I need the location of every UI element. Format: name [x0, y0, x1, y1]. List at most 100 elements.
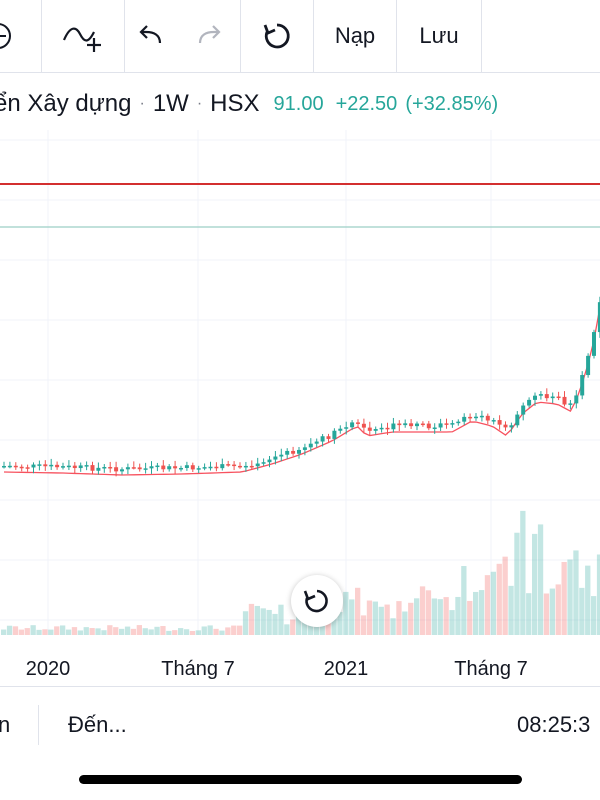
bottom-bar: n Đến... 08:25:3	[0, 700, 600, 755]
volume-bar	[219, 630, 225, 635]
refresh-icon[interactable]	[241, 0, 313, 72]
volume-bar	[18, 629, 24, 635]
last-price: 91.00	[273, 92, 324, 115]
candle	[279, 454, 284, 457]
volume-bar	[467, 600, 473, 635]
candle	[243, 465, 248, 468]
candle	[580, 375, 585, 396]
volume-bar	[95, 628, 101, 635]
volume-bar	[189, 630, 196, 635]
candle	[2, 465, 6, 468]
volume-bar	[455, 596, 461, 635]
candle	[155, 465, 160, 468]
volume-bar	[526, 593, 532, 635]
volume-bar	[178, 628, 184, 635]
candle	[84, 465, 89, 467]
candle	[521, 405, 526, 415]
candle	[320, 436, 325, 442]
volume-bar	[248, 603, 255, 635]
volume-bar	[431, 598, 437, 635]
volume-bar	[520, 510, 526, 635]
candle	[19, 466, 24, 469]
candle	[367, 427, 372, 431]
candle	[350, 422, 355, 428]
volume-bar	[12, 626, 19, 635]
volume-bar	[148, 629, 154, 635]
time-axis-divider	[0, 686, 600, 687]
candle	[255, 463, 260, 467]
candle	[308, 443, 313, 448]
candle	[161, 465, 166, 470]
candle	[326, 436, 331, 439]
home-indicator	[79, 775, 522, 784]
candle	[167, 466, 172, 470]
candle	[72, 465, 77, 469]
x-tick-label: Tháng 7	[161, 658, 234, 680]
redo-icon[interactable]	[180, 0, 238, 72]
volume-bar	[360, 615, 367, 635]
candle	[61, 466, 65, 468]
volume-bar	[272, 613, 278, 635]
symbol-name[interactable]: ển Xây dựng	[0, 90, 132, 117]
volume-bar	[119, 628, 125, 635]
interval-label[interactable]: 1W	[152, 90, 189, 117]
volume-bar	[343, 591, 349, 635]
volume-bar	[160, 626, 166, 635]
save-button[interactable]: Lưu	[397, 0, 481, 72]
volume-bar	[337, 611, 343, 635]
candle	[597, 302, 600, 333]
volume-bar	[419, 586, 426, 635]
compare-icon[interactable]	[0, 0, 40, 72]
exchange-label: HSX	[210, 90, 260, 117]
undo-icon[interactable]	[125, 0, 177, 72]
volume-bar	[213, 628, 219, 635]
x-tick-label: Tháng 7	[454, 658, 527, 680]
volume-bar	[449, 610, 455, 635]
candle	[474, 416, 478, 419]
candle	[102, 466, 107, 469]
candle	[96, 467, 101, 471]
indicators-add-icon[interactable]	[42, 0, 124, 72]
volume-bar	[496, 563, 502, 635]
volume-bar	[514, 532, 520, 635]
goto-date-button[interactable]: Đến...	[68, 712, 127, 737]
candle	[468, 416, 473, 419]
candle	[196, 468, 201, 470]
symbol-legend: ển Xây dựng · 1W · HSX 91.00 +22.50 (+32…	[0, 80, 600, 128]
volume-bar	[166, 630, 172, 635]
volume-bar	[231, 625, 237, 635]
candle	[515, 414, 520, 426]
volume-bar	[172, 630, 178, 635]
load-label: Nạp	[334, 23, 376, 48]
date-range-button[interactable]: n	[0, 712, 11, 737]
candle	[432, 427, 437, 430]
volume-bar	[1, 629, 7, 635]
candle	[37, 464, 42, 466]
moving-average-line	[3, 307, 600, 476]
volume-bar	[124, 626, 131, 635]
candle	[214, 466, 219, 469]
top-toolbar: Nạp Lưu	[0, 0, 600, 72]
candle	[190, 465, 195, 470]
volume-bar	[461, 566, 467, 635]
volume-bar	[77, 630, 83, 635]
volume-bar	[65, 629, 72, 635]
volume-bar	[183, 629, 190, 635]
candle	[202, 467, 207, 469]
price-chart[interactable]: 2020 Tháng 7 2021 Tháng 7	[0, 130, 600, 685]
volume-bar	[508, 585, 514, 635]
volume-bar	[83, 627, 89, 635]
volume-bar	[384, 604, 390, 635]
volume-bar	[30, 625, 36, 635]
candle	[261, 462, 266, 464]
volume-bar	[402, 611, 408, 635]
legend-separator: ·	[196, 95, 203, 112]
candle	[527, 399, 532, 406]
x-tick-label: 2020	[26, 658, 71, 680]
volume-bar	[484, 575, 491, 635]
reset-chart-button[interactable]	[291, 575, 343, 627]
candle	[90, 465, 95, 471]
volume-bar	[48, 629, 54, 635]
load-button[interactable]: Nạp	[314, 0, 396, 72]
volume-bar	[207, 625, 213, 635]
